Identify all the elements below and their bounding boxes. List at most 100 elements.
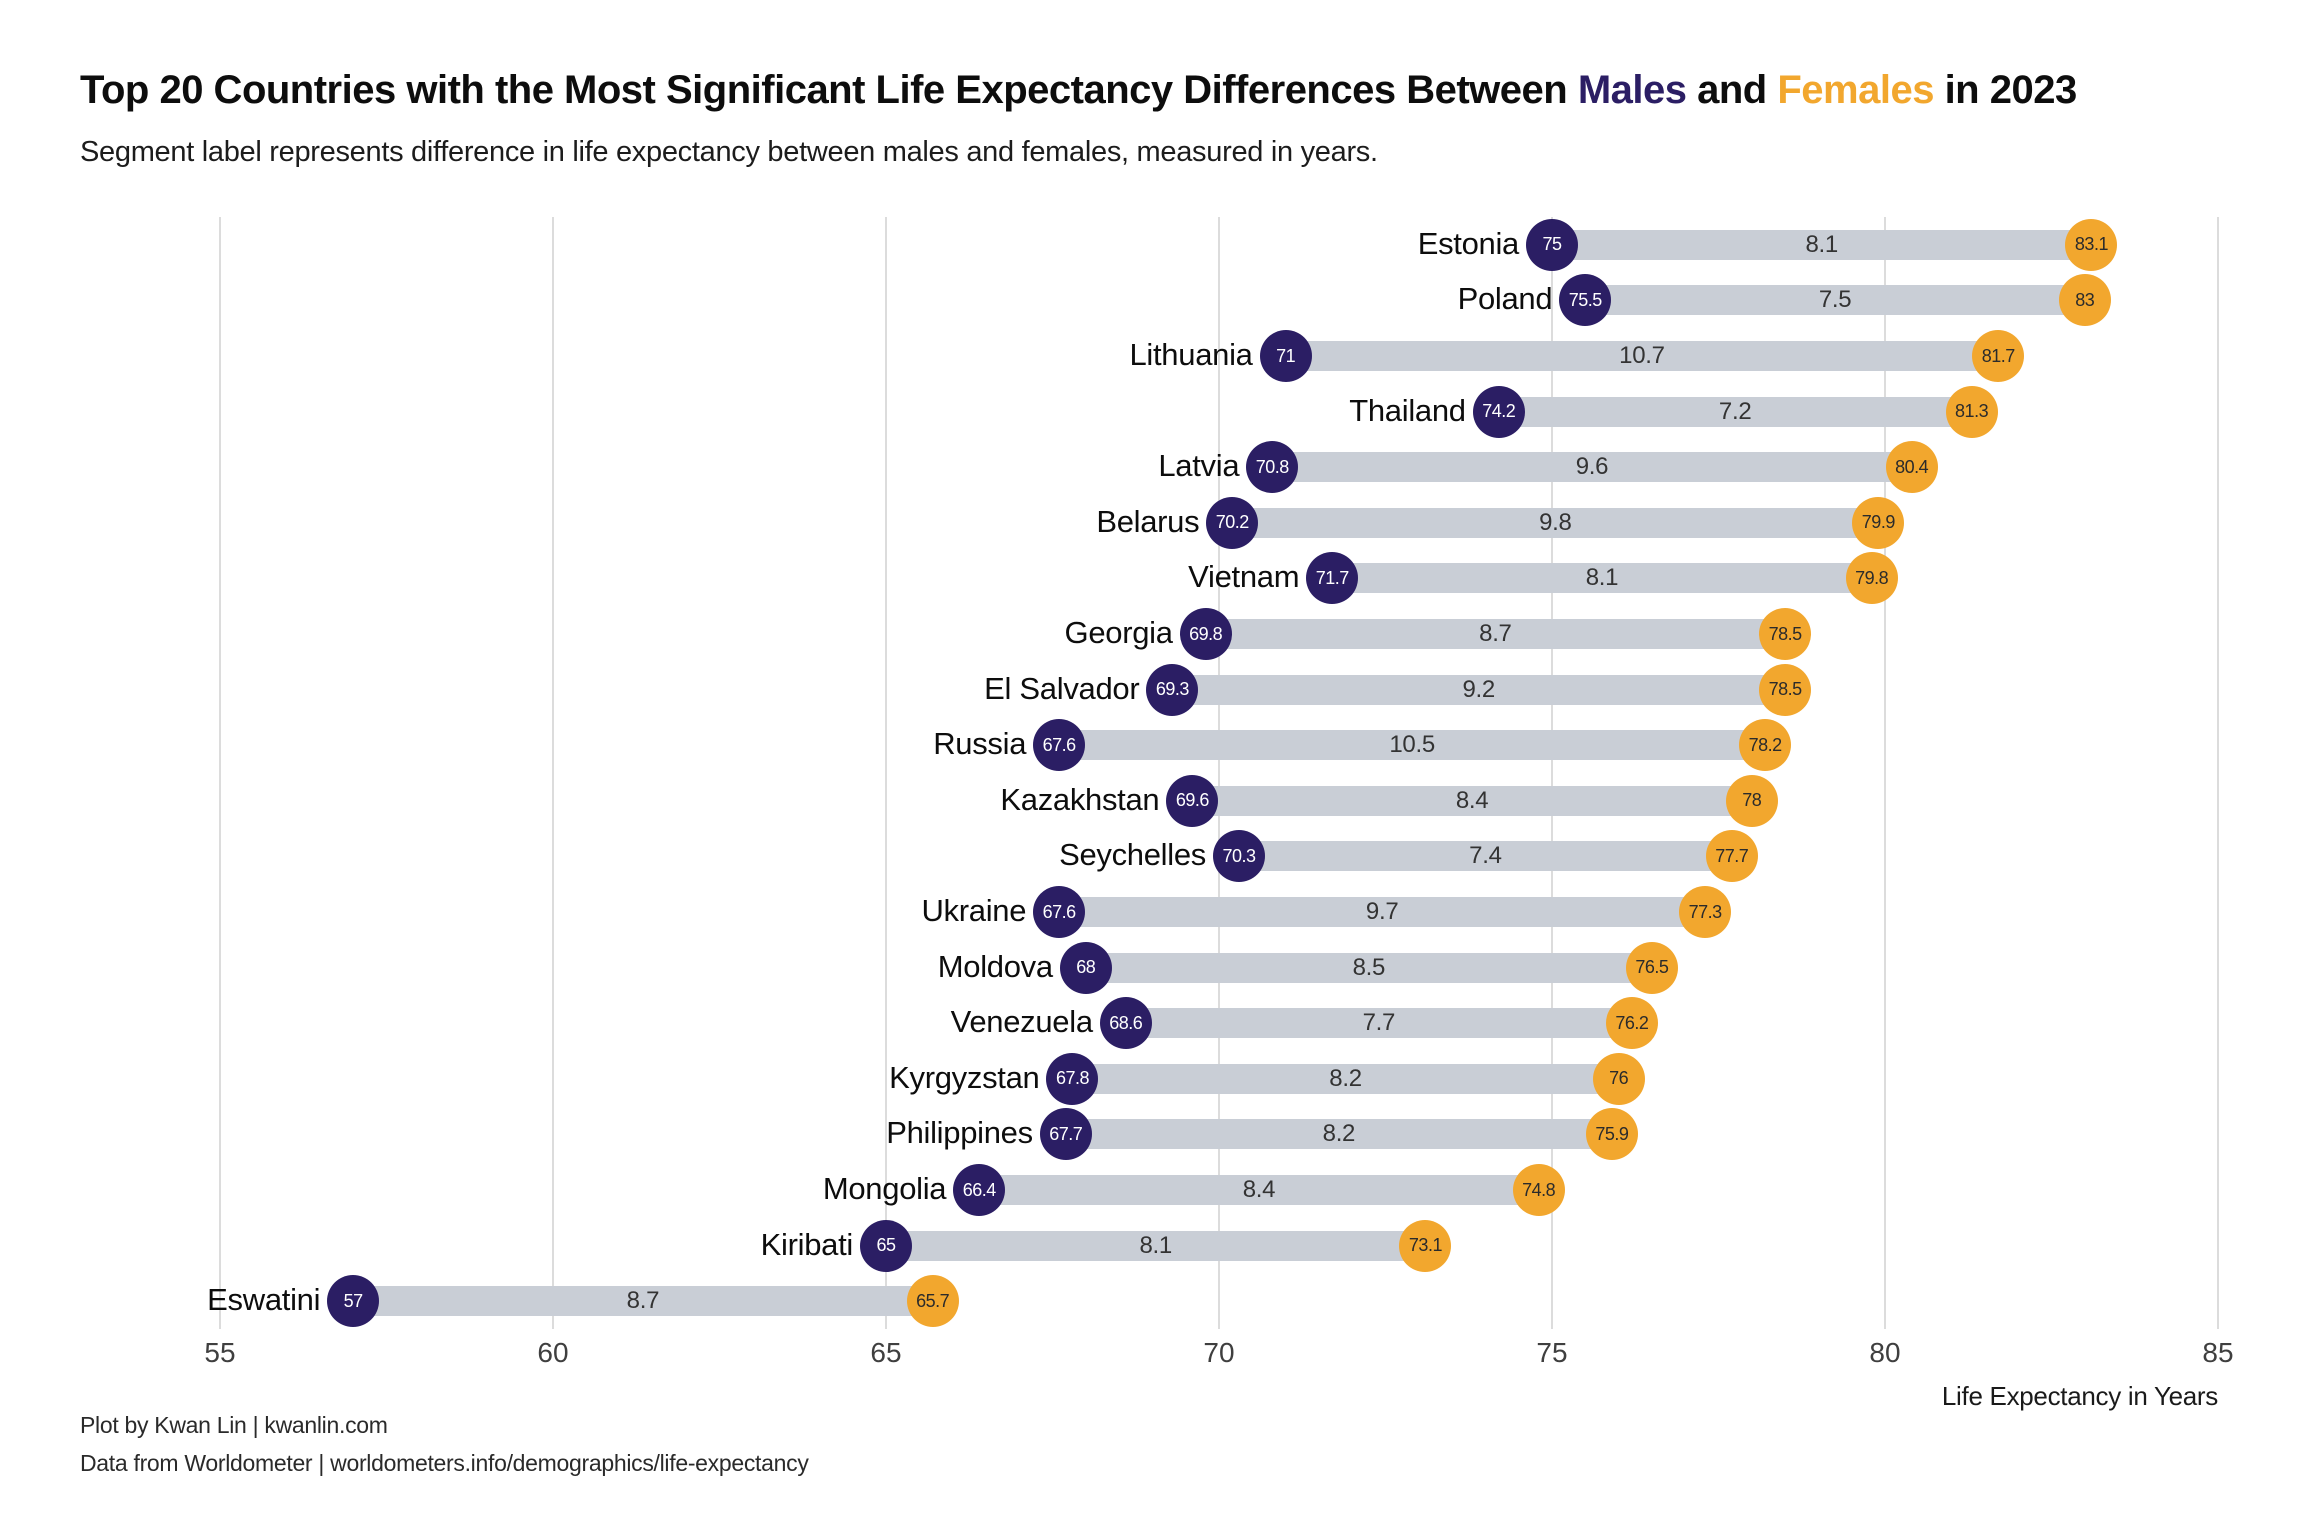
male-dot: 69.8: [1179, 608, 1232, 660]
difference-label: 7.2: [1718, 397, 1752, 425]
male-dot: 67.7: [1039, 1108, 1092, 1161]
male-dot: 70.2: [1206, 496, 1259, 549]
title-males-word: Males: [1577, 68, 1687, 112]
male-dot: 74.2: [1472, 385, 1525, 438]
male-dot: 57: [327, 1275, 380, 1328]
difference-label: 8.2: [1329, 1064, 1362, 1092]
gridline: [885, 217, 887, 1329]
difference-label: 9.2: [1462, 675, 1496, 703]
x-tick-label: 70: [1203, 1337, 1235, 1368]
male-dot: 67.6: [1033, 886, 1086, 938]
range-bar: [1059, 730, 1766, 761]
male-dot: 75: [1526, 218, 1578, 271]
female-dot: 83: [2058, 274, 2111, 327]
male-dot: 67.6: [1033, 719, 1086, 772]
male-dot: 65: [860, 1219, 912, 1272]
title-prefix: Top 20 Countries with the Most Significa…: [80, 68, 1578, 112]
country-label: Ukraine: [921, 893, 1027, 928]
country-label: Estonia: [1417, 225, 1520, 261]
country-label: Philippines: [886, 1115, 1033, 1151]
female-dot: 78.5: [1759, 608, 1812, 660]
female-dot: 79.9: [1852, 496, 1905, 549]
difference-label: 8.4: [1242, 1176, 1276, 1203]
difference-label: 8.2: [1322, 1120, 1356, 1148]
range-bar: [1085, 952, 1652, 983]
female-dot: 65.7: [906, 1275, 959, 1328]
difference-label: 8.1: [1585, 564, 1619, 592]
range-bar: [1072, 1063, 1619, 1094]
female-dot: 78.5: [1759, 663, 1812, 716]
x-tick-label: 60: [537, 1337, 569, 1368]
male-dot: 70.3: [1212, 830, 1265, 883]
country-label: Mongolia: [822, 1171, 947, 1206]
female-dot: 78: [1725, 774, 1778, 827]
difference-label: 9.8: [1539, 508, 1572, 536]
difference-label: 8.7: [626, 1287, 660, 1315]
male-dot: 68.6: [1099, 997, 1152, 1050]
difference-label: 9.7: [1365, 898, 1399, 925]
country-label: Vietnam: [1188, 559, 1300, 595]
gridline: [1884, 217, 1886, 1329]
female-dot: 81.3: [1945, 385, 1998, 438]
gridline: [2217, 217, 2219, 1329]
country-label: Belarus: [1096, 503, 1200, 539]
title-and-word: and: [1686, 68, 1778, 112]
female-dot: 77.7: [1705, 830, 1758, 883]
country-label: Eswatini: [207, 1282, 321, 1318]
country-label: Thailand: [1349, 392, 1466, 428]
female-dot: 76.5: [1625, 941, 1678, 994]
male-dot: 69.6: [1166, 774, 1219, 827]
gridline: [1551, 217, 1553, 1329]
x-axis-title: Life Expectancy in Years: [1941, 1381, 2218, 1411]
difference-label: 8.4: [1455, 786, 1489, 814]
country-label: Russia: [933, 726, 1027, 762]
range-bar: [1498, 396, 1972, 427]
difference-label: 9.6: [1575, 453, 1609, 481]
range-bar: [353, 1286, 933, 1317]
female-dot: 81.7: [1972, 330, 2025, 382]
female-dot: 73.1: [1399, 1219, 1452, 1272]
range-bar: [1285, 341, 1999, 371]
title-females-word: Females: [1777, 68, 1934, 112]
female-dot: 78.2: [1739, 719, 1792, 772]
difference-label: 7.7: [1362, 1009, 1396, 1037]
difference-label: 8.7: [1479, 620, 1512, 647]
range-bar: [1205, 619, 1786, 649]
male-dot: 75.5: [1559, 274, 1612, 327]
range-bar: [1232, 507, 1879, 538]
range-bar: [1059, 897, 1706, 927]
country-label: Venezuela: [950, 1004, 1093, 1040]
difference-label: 7.5: [1818, 286, 1852, 314]
male-dot: 66.4: [953, 1164, 1006, 1216]
range-bar: [1192, 785, 1752, 816]
country-label: Kazakhstan: [1000, 781, 1160, 817]
female-dot: 76: [1592, 1052, 1645, 1105]
male-dot: 67.8: [1046, 1052, 1099, 1105]
male-dot: 71.7: [1306, 552, 1359, 605]
gridline: [219, 217, 221, 1329]
female-dot: 75.9: [1585, 1108, 1638, 1161]
x-tick-label: 65: [870, 1337, 902, 1368]
gridline: [552, 217, 554, 1329]
country-label: Poland: [1457, 281, 1553, 317]
female-dot: 79.8: [1845, 552, 1898, 605]
x-tick-label: 85: [2202, 1337, 2234, 1368]
